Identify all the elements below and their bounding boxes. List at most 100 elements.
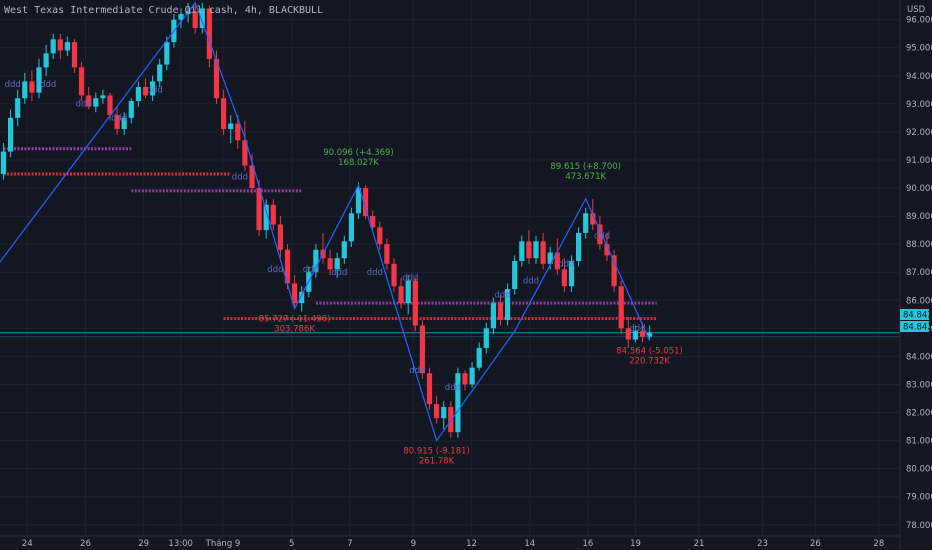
candle-55 xyxy=(391,258,397,292)
candle-body xyxy=(590,213,596,225)
pattern-marks-layer: ddd ddd ddd ddd ddd ddd ddd ddd ddd ddd ddd ddd ddd d… xyxy=(5,80,646,393)
candle-60 xyxy=(426,367,433,410)
candle-27 xyxy=(192,5,198,34)
x-tick-label: 26 xyxy=(80,539,91,549)
candle-61 xyxy=(434,395,440,424)
candle-body xyxy=(426,373,433,405)
candle-body xyxy=(568,260,575,287)
candle-body xyxy=(192,11,198,29)
x-tick-label: 7 xyxy=(347,539,352,549)
candle-body xyxy=(512,260,518,290)
candle-31 xyxy=(221,89,227,135)
y-axis[interactable]: 96.000 95.000 94.000 93.000 92.000 91.000 90.0… xyxy=(906,16,932,531)
candle-body xyxy=(86,95,92,107)
candle-body xyxy=(611,255,617,287)
candle-37 xyxy=(263,199,269,239)
candle-76 xyxy=(540,232,546,270)
candle-13 xyxy=(93,92,99,113)
annotation-high-volume-0: 168.027K xyxy=(338,158,379,168)
candle-70 xyxy=(497,294,504,326)
y-tick-label: 94.000 xyxy=(906,72,932,82)
candle-40 xyxy=(284,244,291,290)
price-tag-1: 84.842 xyxy=(903,311,932,321)
candle-body xyxy=(561,269,567,287)
x-tick-label: 28 xyxy=(873,539,884,549)
candle-body xyxy=(221,98,227,130)
candle-body xyxy=(135,86,141,102)
candle-body xyxy=(270,204,276,225)
candle-53 xyxy=(377,221,383,250)
candle-body xyxy=(50,39,56,54)
pattern-mark-0: ddd xyxy=(5,80,21,90)
candle-23 xyxy=(164,36,170,71)
candle-body xyxy=(355,188,362,214)
candle-64 xyxy=(455,367,461,438)
candle-28 xyxy=(199,2,205,34)
candle-38 xyxy=(270,199,276,231)
candle-body xyxy=(43,53,49,68)
candle-82 xyxy=(583,207,589,239)
candle-body xyxy=(199,8,205,29)
candle-57 xyxy=(405,275,411,315)
pattern-mark-2: ddd xyxy=(76,100,92,110)
candle-63 xyxy=(448,401,454,438)
x-tick-label: 19 xyxy=(630,539,641,549)
candle-body xyxy=(249,165,255,189)
candle-56 xyxy=(398,277,404,309)
candle-body xyxy=(526,241,532,259)
candle-16 xyxy=(114,106,120,135)
candle-body xyxy=(15,98,21,118)
x-axis[interactable]: 24 26 29 13:00 Tháng 9 5 7 9 12 14 16 19 21 23 26 28 xyxy=(22,539,884,549)
candle-78 xyxy=(554,238,560,276)
candle-body xyxy=(292,283,298,304)
zigzag-layer xyxy=(0,1,651,442)
annotation-low-value-2: 80.915 (-9.181) xyxy=(403,447,469,457)
pattern-mark-7: ddd xyxy=(303,265,319,275)
x-tick-label: 16 xyxy=(583,539,594,549)
candle-body xyxy=(313,249,319,273)
candle-58 xyxy=(412,277,418,332)
candle-4 xyxy=(29,70,35,102)
candle-body xyxy=(0,151,7,174)
candle-46 xyxy=(327,249,333,276)
candle-80 xyxy=(568,255,575,292)
zigzag-line xyxy=(0,1,651,442)
candle-body xyxy=(114,115,120,130)
candle-89 xyxy=(632,325,638,343)
price-tag-2: 84.842 xyxy=(903,323,932,333)
x-tick-label: Tháng 9 xyxy=(205,539,241,549)
x-tick-label: 24 xyxy=(22,539,33,549)
candle-59 xyxy=(419,319,425,379)
candle-7 xyxy=(50,33,56,59)
candle-32 xyxy=(228,115,234,144)
candle-body xyxy=(150,81,156,96)
candle-body xyxy=(263,204,269,231)
x-tick-label: 12 xyxy=(466,539,477,549)
candle-71 xyxy=(505,283,511,326)
candle-20 xyxy=(142,78,149,99)
candle-body xyxy=(79,67,85,96)
candle-body xyxy=(8,117,14,152)
candle-29 xyxy=(206,5,212,68)
candle-body xyxy=(206,8,212,59)
annotation-low-value-4: 84.564 (-5.051) xyxy=(616,347,682,357)
candle-body xyxy=(490,303,496,329)
candle-body xyxy=(348,213,354,242)
y-tick-label: 93.000 xyxy=(906,100,932,110)
candle-body xyxy=(157,64,163,82)
candle-body xyxy=(540,241,546,264)
candle-42 xyxy=(299,286,305,312)
candle-body xyxy=(412,280,418,326)
x-tick-label: 26 xyxy=(810,539,821,549)
candle-84 xyxy=(597,216,603,250)
candle-49 xyxy=(348,207,354,247)
candle-body xyxy=(533,241,539,259)
candle-body xyxy=(547,252,553,264)
candle-body xyxy=(242,140,248,166)
candle-body xyxy=(128,101,134,118)
y-tick-label: 84.000 xyxy=(906,352,932,362)
candle-34 xyxy=(242,120,248,172)
candle-87 xyxy=(618,280,624,334)
annotation-low-value-1: 85.727 (-11.496) xyxy=(259,315,331,325)
